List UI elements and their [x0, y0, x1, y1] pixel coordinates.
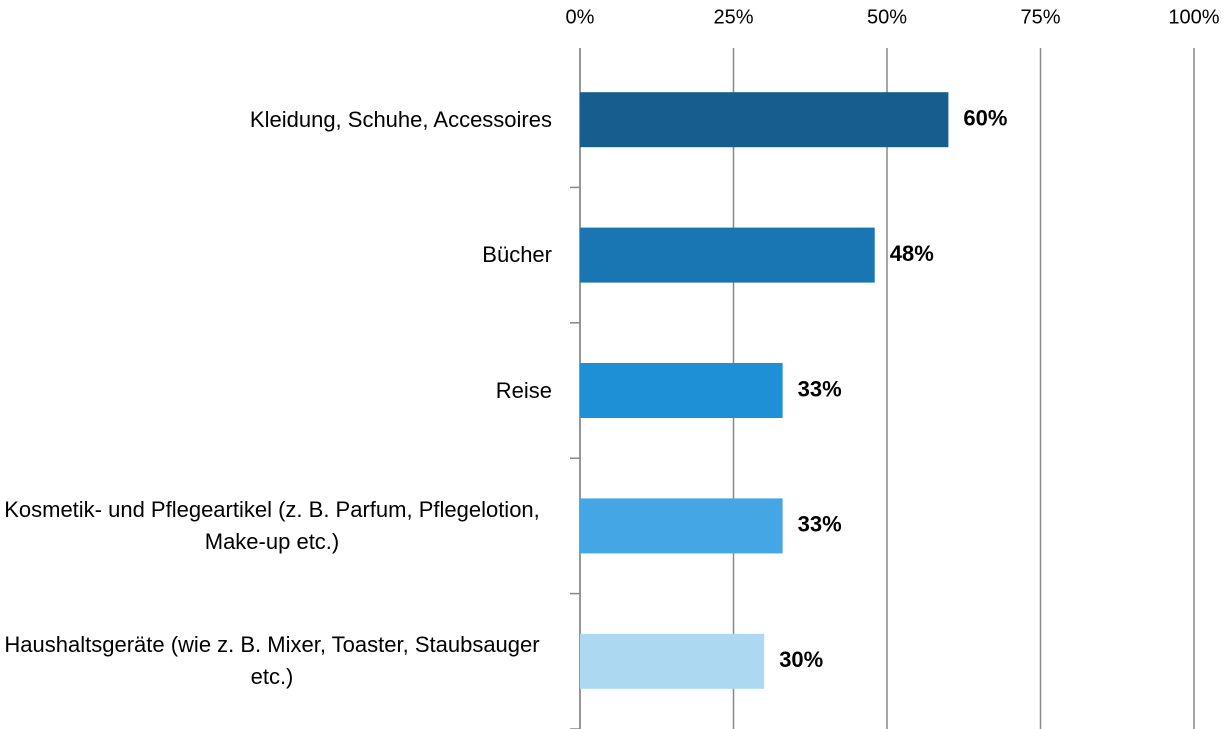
category-label: Haushaltsgeräte (wie z. B. Mixer, Toaste… [4, 632, 540, 690]
value-label: 48% [890, 241, 934, 266]
category-label-box: Reise [0, 375, 552, 407]
category-label: Kleidung, Schuhe, Accessoires [249, 106, 552, 132]
bar [580, 498, 783, 554]
category-label-box: Kosmetik- und Pflegeartikel (z. B. Parfu… [0, 494, 552, 558]
category-label-box: Kleidung, Schuhe, Accessoires [0, 104, 552, 136]
x-tick-label: 0% [566, 6, 595, 28]
category-label: Bücher [482, 242, 552, 268]
x-tick-label: 100% [1168, 6, 1219, 28]
category-label-box: Bücher [0, 239, 552, 271]
category-label-box: Haushaltsgeräte (wie z. B. Mixer, Toaste… [0, 629, 552, 693]
category-label: Kosmetik- und Pflegeartikel (z. B. Parfu… [4, 496, 540, 554]
value-label: 60% [963, 106, 1007, 131]
bar [580, 92, 949, 148]
bar [580, 227, 875, 283]
value-label: 33% [798, 512, 842, 537]
x-tick-label: 50% [867, 6, 907, 28]
x-tick-label: 25% [713, 6, 753, 28]
category-label: Reise [495, 377, 552, 403]
value-label: 33% [798, 376, 842, 401]
x-tick-label: 75% [1020, 6, 1060, 28]
value-label: 30% [779, 647, 823, 672]
bar [580, 363, 783, 418]
bar [580, 633, 765, 689]
